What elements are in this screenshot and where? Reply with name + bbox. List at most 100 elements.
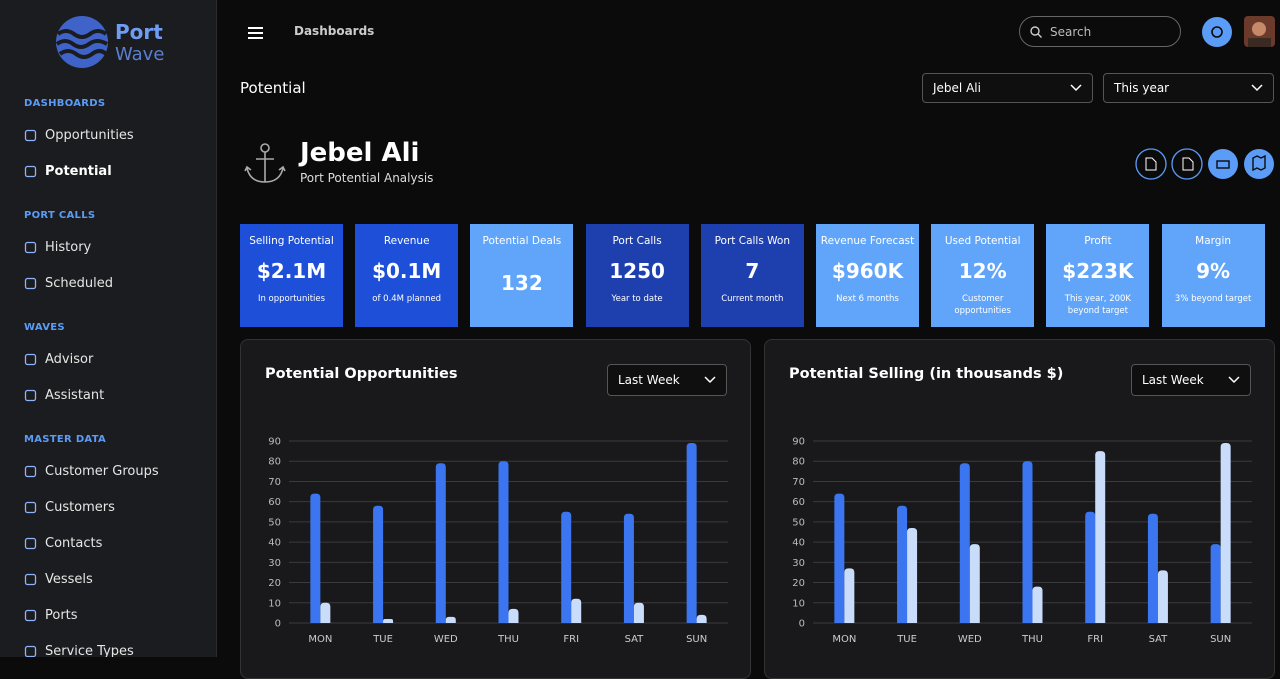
icon-shape — [24, 353, 37, 366]
kpi-label: Selling Potential — [249, 235, 334, 247]
bar — [320, 602, 331, 623]
nav-item[interactable]: Customers — [24, 500, 115, 515]
y-tick-label: 50 — [268, 517, 281, 528]
bar — [696, 614, 707, 623]
bar — [623, 513, 634, 623]
y-tick-label: 20 — [792, 578, 805, 589]
nav-item[interactable]: Customer Groups — [24, 464, 159, 479]
breadcrumb[interactable]: Dashboards — [294, 24, 375, 38]
nav-icon — [24, 165, 37, 178]
nav-item[interactable]: Scheduled — [24, 276, 113, 291]
nav-icon — [24, 353, 37, 366]
nav-label: Contacts — [45, 536, 103, 551]
y-tick-label: 70 — [792, 477, 805, 488]
nav-label: History — [45, 240, 92, 255]
bar — [633, 602, 644, 623]
bar — [844, 568, 855, 623]
y-tick-label: 80 — [268, 457, 281, 468]
kpi-label: Used Potential — [944, 235, 1021, 247]
x-tick-label: SUN — [686, 634, 707, 645]
y-tick-label: 20 — [268, 578, 281, 589]
y-tick-label: 40 — [268, 538, 281, 549]
kpi-card[interactable]: Port Calls 1250 Year to date — [585, 224, 689, 327]
section-title: MASTER DATA — [24, 434, 107, 445]
port-filter[interactable]: Jebel Ali — [922, 73, 1093, 103]
icon-shape — [24, 389, 37, 402]
bar — [897, 505, 908, 623]
assistant-button[interactable] — [1202, 17, 1232, 47]
nav-item[interactable]: Opportunities — [24, 128, 134, 143]
section-title: WAVES — [24, 322, 65, 333]
filter-value: Jebel Ali — [933, 81, 981, 95]
x-tick-label: TUE — [372, 634, 393, 645]
nav-icon — [24, 129, 37, 142]
bar — [373, 505, 384, 623]
kpi-note: This year, 200K beyond target — [1064, 294, 1132, 316]
bar — [1032, 586, 1043, 623]
logo-icon — [56, 16, 108, 68]
kpi-label: Profit — [1084, 235, 1112, 247]
kpi-note: In opportunities — [257, 294, 326, 304]
y-tick-label: 0 — [799, 619, 805, 630]
x-tick-label: WED — [958, 634, 982, 645]
kpi-card[interactable]: Port Calls Won 7 Current month — [700, 224, 804, 327]
kpi-card[interactable]: Potential Deals 132 — [470, 224, 574, 327]
nav-label: Service Types — [45, 644, 134, 657]
kpi-value: 132 — [501, 271, 543, 295]
x-tick-label: MON — [832, 634, 856, 645]
bar — [1220, 443, 1231, 623]
bar — [1147, 513, 1158, 623]
nav-item[interactable]: Assistant — [24, 388, 104, 403]
kpi-note: of 0.4M planned — [372, 294, 442, 304]
nav-item[interactable]: Advisor — [24, 352, 93, 367]
search-placeholder: Search — [1050, 24, 1092, 39]
x-tick-label: WED — [434, 634, 458, 645]
nav-item[interactable]: History — [24, 240, 91, 255]
nav-item[interactable]: Contacts — [24, 536, 102, 551]
nav-item[interactable]: Vessels — [24, 572, 93, 587]
y-tick-label: 10 — [792, 598, 805, 609]
bar — [435, 463, 446, 623]
logo-text: Port — [115, 20, 163, 44]
avatar[interactable] — [1244, 16, 1275, 47]
chart-title: Potential Opportunities — [265, 366, 458, 382]
nav-label: Ports — [45, 608, 78, 623]
nav-label: Opportunities — [45, 128, 134, 143]
icon-shape — [24, 241, 37, 254]
nav-label: Scheduled — [45, 276, 113, 291]
print-button[interactable] — [1208, 149, 1238, 179]
nav-icon — [24, 465, 37, 478]
range-dropdown[interactable]: Last Week — [607, 364, 727, 396]
kpi-label: Revenue — [383, 235, 430, 247]
search-icon — [1030, 25, 1042, 38]
chart: 0 10 20 30 40 50 60 70 80 90 MON TUE WED THU FRI SAT SUN — [792, 437, 1252, 645]
kpi-card[interactable]: Margin 9% 3% beyond target — [1161, 224, 1265, 327]
icon-shape — [24, 645, 37, 657]
nav-icon — [24, 645, 37, 657]
icon-shape — [24, 609, 37, 622]
kpi-card[interactable]: Revenue Forecast $960K Next 6 months — [816, 224, 919, 327]
kpi-label: Margin — [1195, 235, 1232, 247]
bar — [561, 511, 572, 623]
map-button[interactable] — [1244, 149, 1274, 179]
kpi-note: Next 6 months — [836, 294, 899, 304]
nav-item[interactable]: Ports — [24, 608, 78, 623]
kpi-card[interactable]: Selling Potential $2.1M In opportunities — [240, 224, 343, 327]
kpi-card[interactable]: Used Potential 12% Customer opportunities — [931, 224, 1035, 327]
menu-button[interactable] — [247, 26, 265, 40]
y-tick-label: 60 — [792, 497, 805, 508]
share-button[interactable] — [1171, 148, 1203, 180]
search-box[interactable]: Search — [1019, 16, 1181, 47]
kpi-card[interactable]: Profit $223K This year, 200K beyond target — [1046, 224, 1150, 327]
nav-label: Potential — [45, 164, 112, 179]
kpi-card[interactable]: Revenue $0.1M of 0.4M planned — [355, 224, 459, 327]
range-dropdown[interactable]: Last Week — [1131, 364, 1251, 396]
period-filter[interactable]: This year — [1103, 73, 1274, 103]
chevron-shape — [704, 376, 716, 384]
bar — [1022, 461, 1033, 623]
bar — [969, 544, 980, 623]
nav-item[interactable]: Potential — [24, 164, 112, 179]
export-button[interactable] — [1135, 148, 1167, 180]
nav-item[interactable]: Service Types — [24, 644, 134, 657]
bar — [508, 608, 519, 623]
